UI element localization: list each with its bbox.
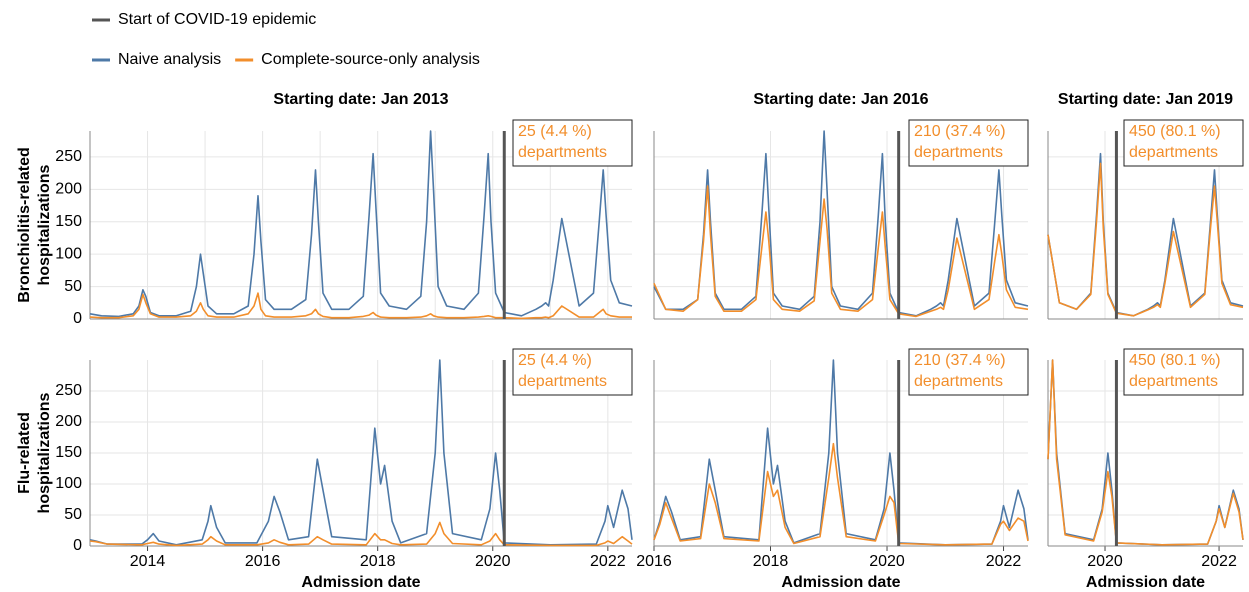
panel: 0 50 100 150 200 250 25 (4.4 %) departments Star… <box>16 91 633 327</box>
y-tick-label: 250 <box>55 148 82 165</box>
annotation-text: 450 (80.1 %) <box>1129 352 1221 369</box>
annotation-text: departments <box>518 144 607 161</box>
x-tick-label: 2020 <box>869 553 905 570</box>
panel: 2020 2022 450 (80.1 %) departments Admission… <box>1047 348 1244 591</box>
data-line <box>89 359 633 546</box>
y-tick-label: 100 <box>55 475 82 492</box>
panel: 450 (80.1 %) departments Starting date: Ja… <box>1047 91 1244 320</box>
x-tick-label: 2022 <box>1201 553 1237 570</box>
x-tick-label: 2018 <box>753 553 789 570</box>
y-axis-label: hospitalizations <box>36 392 53 513</box>
x-tick-label: 2022 <box>986 553 1022 570</box>
x-tick-label: 2022 <box>590 553 626 570</box>
y-tick-label: 200 <box>55 413 82 430</box>
x-tick-label: 2016 <box>245 553 281 570</box>
panel-title: Starting date: Jan 2013 <box>273 91 448 108</box>
annotation-box <box>512 119 633 167</box>
annotation-box <box>512 348 633 396</box>
data-line <box>1047 152 1244 317</box>
panel: 0 50 100 150 200 250 2014 2016 2018 2020 2022 25 (4… <box>16 348 633 591</box>
annotation-text: departments <box>518 373 607 390</box>
y-axis-label: hospitalizations <box>36 164 53 285</box>
annotation-text: 210 (37.4 %) <box>914 123 1006 140</box>
x-tick-label: 2018 <box>360 553 396 570</box>
annotation-box <box>1123 119 1244 167</box>
x-tick-label: 2014 <box>130 553 166 570</box>
y-tick-label: 150 <box>55 444 82 461</box>
panel-title: Starting date: Jan 2016 <box>753 91 928 108</box>
data-line <box>89 130 633 318</box>
data-line <box>89 521 633 547</box>
annotation-text: departments <box>1129 144 1218 161</box>
annotation-text: departments <box>914 144 1003 161</box>
annotation-text: 25 (4.4 %) <box>518 352 592 369</box>
y-tick-label: 150 <box>55 213 82 230</box>
y-tick-label: 200 <box>55 181 82 198</box>
x-tick-label: 2016 <box>636 553 672 570</box>
y-tick-label: 0 <box>73 310 82 327</box>
data-line <box>1047 162 1244 317</box>
legend-label: Naive analysis <box>118 51 221 68</box>
data-line <box>653 185 1029 318</box>
annotation-text: departments <box>1129 373 1218 390</box>
y-tick-label: 100 <box>55 245 82 262</box>
panel: 210 (37.4 %) departments Starting date: Ja… <box>653 91 1029 320</box>
legend-label: Complete-source-only analysis <box>261 51 480 68</box>
annotation-text: departments <box>914 373 1003 390</box>
annotation-box <box>908 348 1029 396</box>
y-axis-label: Bronchiolitis-related <box>16 147 33 303</box>
annotation-text: 210 (37.4 %) <box>914 352 1006 369</box>
annotation-text: 25 (4.4 %) <box>518 123 592 140</box>
data-line <box>653 359 1029 546</box>
annotation-box <box>908 119 1029 167</box>
x-tick-label: 2020 <box>1087 553 1123 570</box>
x-axis-label: Admission date <box>1086 574 1205 591</box>
y-axis-label: Flu-related <box>16 412 33 494</box>
legend-label: Start of COVID-19 epidemic <box>118 11 316 28</box>
x-tick-label: 2020 <box>475 553 511 570</box>
data-line <box>89 292 632 320</box>
panel-title: Starting date: Jan 2019 <box>1058 91 1233 108</box>
data-line <box>653 130 1029 317</box>
annotation-box <box>1123 348 1244 396</box>
x-axis-label: Admission date <box>781 574 900 591</box>
y-tick-label: 0 <box>73 537 82 554</box>
y-tick-label: 50 <box>64 278 82 295</box>
y-tick-label: 50 <box>64 506 82 523</box>
data-line <box>653 442 1029 546</box>
y-tick-label: 250 <box>55 382 82 399</box>
x-axis-label: Admission date <box>301 574 420 591</box>
annotation-text: 450 (80.1 %) <box>1129 123 1221 140</box>
panel: 2016 2018 2020 2022 210 (37.4 %) departments A… <box>636 348 1029 591</box>
